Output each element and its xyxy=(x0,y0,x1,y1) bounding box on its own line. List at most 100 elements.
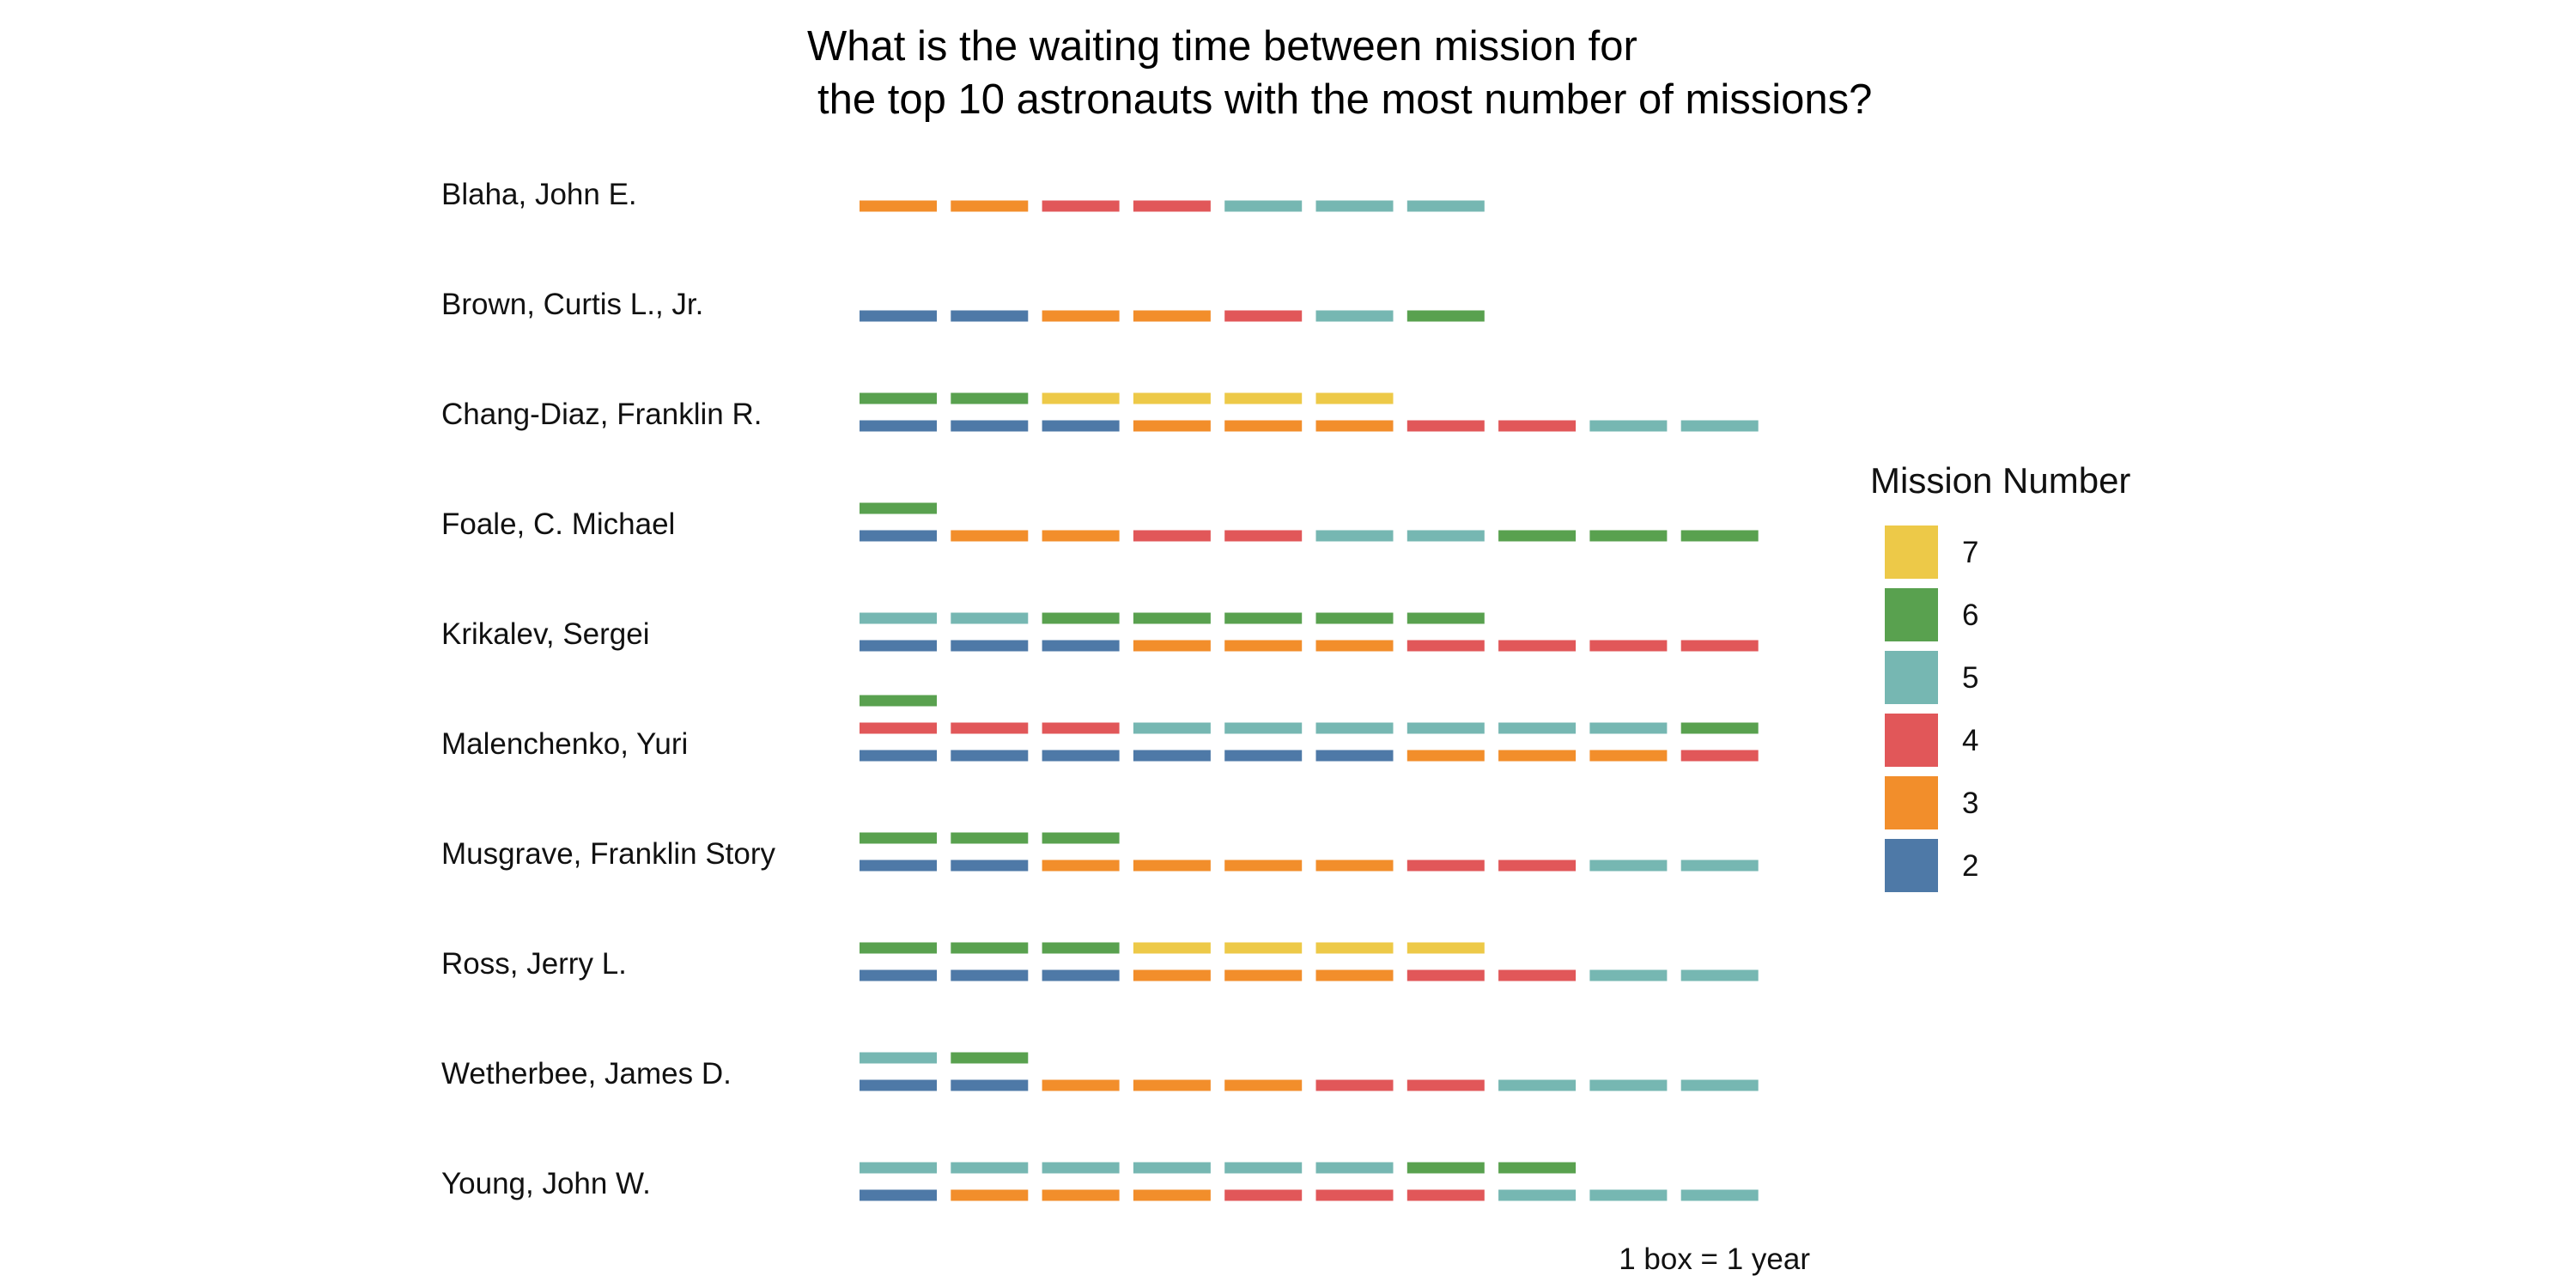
waffle-box-mission-3 xyxy=(860,200,937,212)
waffle-box-mission-3 xyxy=(1133,310,1211,322)
legend-label-3: 3 xyxy=(1962,787,1978,820)
waffle-box-mission-5 xyxy=(951,1162,1029,1174)
waffle-box-mission-4 xyxy=(1406,969,1485,981)
waffle-box-mission-4 xyxy=(1680,750,1759,762)
waffle-box-mission-6 xyxy=(1589,530,1668,542)
legend-label-4: 4 xyxy=(1962,724,1978,757)
waffle-box-mission-5 xyxy=(860,1052,937,1064)
waffle-box-mission-4 xyxy=(1406,1189,1485,1201)
legend-swatch-5 xyxy=(1885,651,1938,704)
waffle-box-mission-4 xyxy=(1224,530,1303,542)
waffle-box-mission-5 xyxy=(1133,722,1211,734)
waffle-box-mission-3 xyxy=(1315,860,1394,872)
legend-label-2: 2 xyxy=(1962,849,1978,883)
waffle-box-mission-6 xyxy=(1406,310,1485,322)
waffle-box-mission-6 xyxy=(860,502,937,514)
waffle-box-mission-3 xyxy=(951,200,1029,212)
waffle-box-mission-6 xyxy=(1042,942,1120,954)
waffle-box-mission-5 xyxy=(1680,420,1759,432)
waffle-box-mission-3 xyxy=(1133,640,1211,652)
legend-title: Mission Number xyxy=(1870,460,2130,501)
waffle-box-mission-3 xyxy=(1042,530,1120,542)
legend-swatch-3 xyxy=(1885,776,1938,829)
waffle-box-mission-5 xyxy=(860,612,937,624)
waffle-box-mission-5 xyxy=(1406,200,1485,212)
legend-label-7: 7 xyxy=(1962,536,1978,569)
waffle-box-mission-2 xyxy=(1042,640,1120,652)
legend-swatch-4 xyxy=(1885,714,1938,767)
waffle-box-mission-6 xyxy=(860,942,937,954)
legend-label-5: 5 xyxy=(1962,661,1978,695)
waffle-box-mission-2 xyxy=(951,860,1029,872)
chart-caption: 1 box = 1 year xyxy=(1619,1242,1810,1276)
waffle-box-mission-4 xyxy=(1498,860,1577,872)
waffle-box-mission-5 xyxy=(1589,722,1668,734)
astronaut-row: Ross, Jerry L. xyxy=(441,942,1759,981)
waffle-box-mission-6 xyxy=(860,832,937,844)
waffle-box-mission-5 xyxy=(1680,860,1759,872)
waffle-box-mission-3 xyxy=(1224,969,1303,981)
waffle-box-mission-5 xyxy=(1224,1162,1303,1174)
waffle-box-mission-6 xyxy=(1224,612,1303,624)
waffle-box-mission-3 xyxy=(1133,1079,1211,1091)
waffle-box-mission-4 xyxy=(1042,722,1120,734)
waffle-box-mission-6 xyxy=(951,1052,1029,1064)
legend-swatch-7 xyxy=(1885,526,1938,579)
waffle-box-mission-4 xyxy=(1224,310,1303,322)
waffle-box-mission-2 xyxy=(1042,750,1120,762)
waffle-box-mission-3 xyxy=(1042,1079,1120,1091)
astronaut-label: Chang-Diaz, Franklin R. xyxy=(441,398,762,431)
waffle-box-mission-6 xyxy=(1042,832,1120,844)
waffle-box-mission-7 xyxy=(1406,942,1485,954)
waffle-box-mission-2 xyxy=(1042,969,1120,981)
waffle-box-mission-5 xyxy=(1589,969,1668,981)
waffle-box-mission-5 xyxy=(1589,420,1668,432)
waffle-box-mission-5 xyxy=(1315,1162,1394,1174)
waffle-box-mission-3 xyxy=(951,530,1029,542)
waffle-box-mission-3 xyxy=(1133,860,1211,872)
waffle-box-mission-6 xyxy=(1406,1162,1485,1174)
chart-title-line-1: What is the waiting time between mission… xyxy=(807,23,1637,70)
waffle-box-mission-4 xyxy=(1406,860,1485,872)
waffle-box-mission-4 xyxy=(1315,1079,1394,1091)
legend: Mission Number 7 6 5 4 3 2 xyxy=(1870,460,2130,892)
waffle-box-mission-2 xyxy=(860,860,937,872)
chart-title-line-2: the top 10 astronauts with the most numb… xyxy=(817,76,1872,123)
waffle-box-mission-3 xyxy=(1224,860,1303,872)
waffle-box-mission-2 xyxy=(860,530,937,542)
astronaut-label: Blaha, John E. xyxy=(441,178,637,211)
waffle-box-mission-2 xyxy=(951,310,1029,322)
waffle-box-mission-3 xyxy=(1133,420,1211,432)
astronaut-label: Foale, C. Michael xyxy=(441,507,675,541)
legend-swatch-6 xyxy=(1885,588,1938,641)
astronaut-label: Musgrave, Franklin Story xyxy=(441,837,776,871)
astronaut-label: Wetherbee, James D. xyxy=(441,1057,732,1091)
waffle-box-mission-4 xyxy=(1133,530,1211,542)
waffle-box-mission-3 xyxy=(1042,310,1120,322)
waffle-box-mission-5 xyxy=(1680,1079,1759,1091)
waffle-box-mission-4 xyxy=(1406,420,1485,432)
waffle-box-mission-5 xyxy=(1406,722,1485,734)
waffle-box-mission-2 xyxy=(1315,750,1394,762)
waffle-box-mission-2 xyxy=(1224,750,1303,762)
astronaut-row: Krikalev, Sergei xyxy=(441,612,1759,652)
waffle-box-mission-2 xyxy=(860,640,937,652)
waffle-box-mission-5 xyxy=(1315,310,1394,322)
waffle-box-mission-3 xyxy=(1589,750,1668,762)
astronaut-row: Musgrave, Franklin Story xyxy=(441,832,1759,872)
waffle-box-mission-2 xyxy=(951,750,1029,762)
waffle-box-mission-3 xyxy=(1224,420,1303,432)
astronaut-row: Foale, C. Michael xyxy=(441,502,1759,542)
waffle-box-mission-3 xyxy=(1224,640,1303,652)
legend-items: 7 6 5 4 3 2 xyxy=(1885,526,1978,892)
waffle-box-mission-5 xyxy=(1589,1189,1668,1201)
waffle-box-mission-4 xyxy=(1224,1189,1303,1201)
waffle-box-mission-4 xyxy=(1498,640,1577,652)
waffle-box-mission-4 xyxy=(1133,200,1211,212)
waffle-box-mission-7 xyxy=(1042,392,1120,404)
waffle-box-mission-4 xyxy=(1498,969,1577,981)
waffle-box-mission-5 xyxy=(860,1162,937,1174)
waffle-box-mission-6 xyxy=(951,942,1029,954)
waffle-box-mission-3 xyxy=(951,1189,1029,1201)
waffle-box-mission-5 xyxy=(1042,1162,1120,1174)
